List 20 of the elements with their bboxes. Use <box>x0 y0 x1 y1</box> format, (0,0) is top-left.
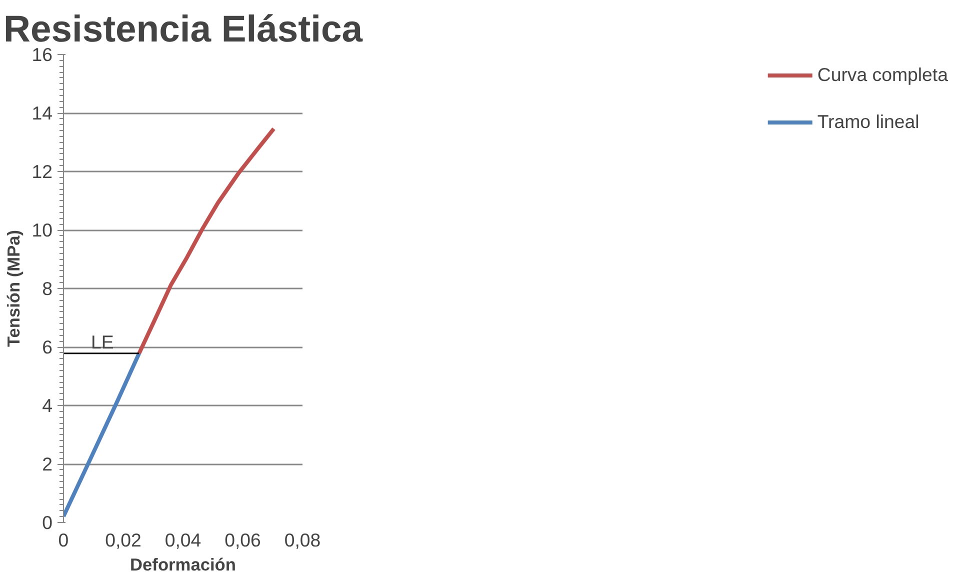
x-tick-label: 0,06 <box>224 530 261 550</box>
x-tick-label: 0,04 <box>164 530 202 550</box>
y-tick-label: 12 <box>32 161 53 182</box>
annotation: LE <box>90 331 114 352</box>
y-tick-label: 4 <box>42 395 53 416</box>
y-tick-label: 6 <box>42 336 53 358</box>
y-tick-label: 8 <box>42 278 53 299</box>
line-series <box>64 351 142 518</box>
x-tick-label: 0 <box>58 530 69 550</box>
line-series <box>137 126 276 356</box>
x-tick-label: 0,08 <box>284 530 321 550</box>
x-tick-label: 0,02 <box>105 530 142 550</box>
y-tick-label: 2 <box>42 454 53 474</box>
y-tick-label: 14 <box>32 102 53 124</box>
y-tick-label: 0 <box>42 512 53 533</box>
y-tick-label: 10 <box>32 220 53 240</box>
legend-label: Curva completa <box>817 64 948 86</box>
legend-label: Tramo lineal <box>817 111 920 133</box>
y-axis-title: Tensión (MPa) <box>4 230 24 348</box>
x-axis-title: Deformación <box>130 554 236 574</box>
